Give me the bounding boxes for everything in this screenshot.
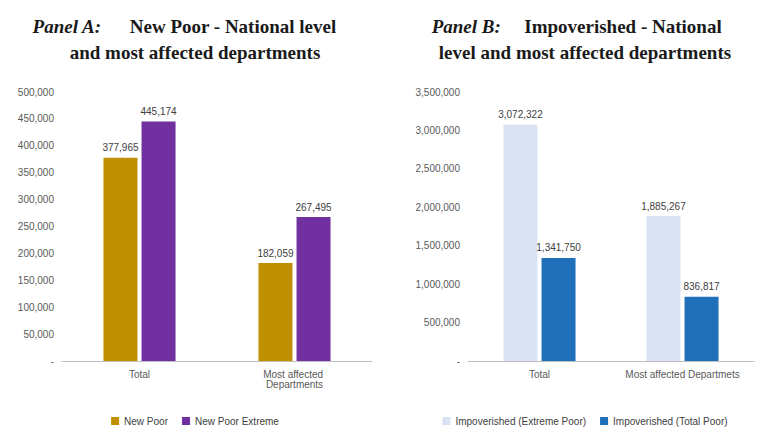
svg-text:level and most affected depart: level and most affected departments (439, 42, 731, 63)
svg-text:400,000: 400,000 (18, 140, 55, 151)
svg-text:Impoverished (Total Poor): Impoverished (Total Poor) (613, 416, 728, 427)
svg-text:Departments: Departments (266, 379, 323, 390)
svg-text:Total: Total (129, 369, 150, 380)
svg-text:2,000,000: 2,000,000 (416, 202, 461, 213)
svg-text:50,000: 50,000 (23, 329, 54, 340)
svg-text:New Poor - National level: New Poor - National level (125, 16, 341, 37)
svg-text:2,500,000: 2,500,000 (416, 163, 461, 174)
svg-text:-: - (51, 356, 54, 367)
svg-text:300,000: 300,000 (18, 194, 55, 205)
svg-text:1,341,750: 1,341,750 (536, 242, 581, 253)
svg-text:1,500,000: 1,500,000 (416, 240, 461, 251)
svg-text:1,000,000: 1,000,000 (416, 279, 461, 290)
svg-text:182,059: 182,059 (257, 248, 294, 259)
svg-text:350,000: 350,000 (18, 167, 55, 178)
svg-text:Panel B:: Panel B: (431, 16, 501, 37)
svg-text:500,000: 500,000 (424, 317, 461, 328)
svg-text:100,000: 100,000 (18, 302, 55, 313)
svg-text:-: - (457, 356, 460, 367)
svg-text:450,000: 450,000 (18, 113, 55, 124)
svg-text:836,817: 836,817 (683, 281, 720, 292)
svg-text:250,000: 250,000 (18, 221, 55, 232)
svg-text:377,965: 377,965 (102, 142, 139, 153)
svg-text:New Poor: New Poor (124, 416, 169, 427)
svg-text:Impoverished - National: Impoverished - National (520, 16, 727, 37)
svg-text:3,000,000: 3,000,000 (416, 125, 461, 136)
svg-text:3,500,000: 3,500,000 (416, 87, 461, 98)
svg-text:Panel A:: Panel A: (32, 16, 101, 37)
svg-text:200,000: 200,000 (18, 248, 55, 259)
svg-text:Most affected: Most affected (263, 368, 326, 380)
svg-text:Most affected Departmets: Most affected Departmets (625, 369, 739, 380)
svg-text:3,072,322: 3,072,322 (498, 109, 543, 120)
svg-text:1,885,267: 1,885,267 (641, 201, 686, 212)
svg-text:445,174: 445,174 (140, 106, 177, 117)
svg-text:New Poor Extreme: New Poor Extreme (195, 416, 279, 427)
svg-text:500,000: 500,000 (18, 87, 55, 98)
svg-text:267,495: 267,495 (295, 202, 332, 213)
svg-text:and most affected departments: and most affected departments (70, 42, 321, 63)
svg-text:Impoverished (Extreme Poor): Impoverished (Extreme Poor) (455, 416, 586, 427)
svg-text:Total: Total (529, 369, 550, 380)
svg-text:150,000: 150,000 (18, 275, 55, 286)
